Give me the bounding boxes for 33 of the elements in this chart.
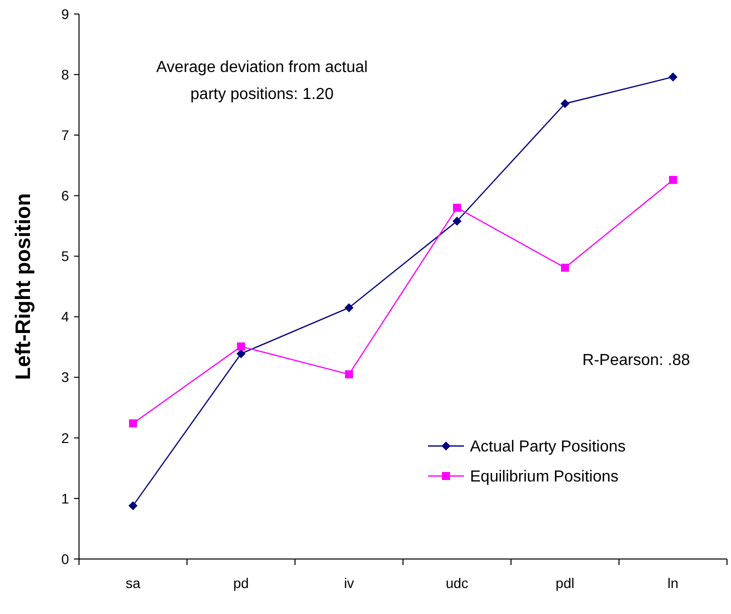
y-tick-label: 8: [61, 66, 70, 82]
y-tick-label: 2: [61, 430, 70, 446]
y-tick-label: 7: [61, 127, 70, 144]
y-tick-label: 4: [61, 308, 70, 325]
point: [560, 99, 570, 108]
legend-label: Equilibrium Positions: [470, 468, 619, 486]
point: [669, 176, 677, 184]
x-tick-label: iv: [344, 575, 354, 591]
point: [128, 501, 138, 510]
x-tick-label: udc: [446, 575, 468, 591]
y-tick-label: 5: [61, 248, 70, 264]
y-tick-label: 1: [61, 490, 70, 506]
y-tick-label: 0: [61, 550, 70, 567]
y-tick-label: 3: [61, 369, 70, 386]
x-tick-label: pd: [233, 575, 249, 591]
point: [237, 342, 245, 350]
point: [668, 72, 678, 82]
point: [452, 216, 462, 226]
y-tick-label: 9: [61, 6, 70, 22]
legend-label: Actual Party Positions: [470, 438, 626, 456]
point: [344, 303, 354, 312]
x-tick-label: pdl: [556, 575, 574, 591]
x-tick-label: sa: [126, 575, 141, 591]
y-axis-title: Left-Right position: [12, 193, 35, 380]
x-tick-label: ln: [668, 575, 678, 591]
point: [345, 370, 353, 378]
annotation: R-Pearson: .88: [582, 352, 690, 369]
point: [453, 204, 461, 212]
point: [129, 419, 137, 428]
point: [236, 349, 246, 358]
point: [561, 264, 569, 272]
y-tick-label: 6: [61, 188, 70, 204]
annotation: Average deviation from actual party positions: 1.20: [156, 59, 368, 103]
